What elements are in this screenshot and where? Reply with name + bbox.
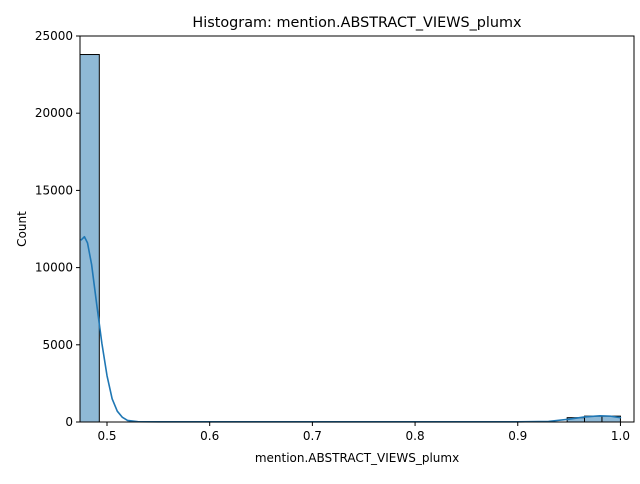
- x-tick-label: 0.8: [406, 429, 425, 443]
- x-axis-label: mention.ABSTRACT_VIEWS_plumx: [255, 451, 459, 465]
- y-axis-label: Count: [15, 211, 29, 247]
- kde-line: [80, 235, 622, 423]
- y-tick-label: 20000: [35, 106, 73, 120]
- axes-frame: [79, 35, 635, 423]
- x-tick-label: 1.0: [611, 429, 630, 443]
- y-tick-label: 15000: [35, 183, 73, 197]
- axes: 0.5 0.6 0.7 0.8 0.9 1.0 0 5000 10000 15000 20000 25…: [35, 29, 635, 443]
- y-tick-label: 5000: [42, 338, 73, 352]
- plot-area: [79, 54, 622, 423]
- y-tick-label: 25000: [35, 29, 73, 43]
- x-tick-label: 0.7: [303, 429, 322, 443]
- y-tick-label: 10000: [35, 261, 73, 275]
- x-tick-label: 0.5: [97, 429, 116, 443]
- y-tick-label: 0: [65, 415, 73, 429]
- chart-title: Histogram: mention.ABSTRACT_VIEWS_plumx: [192, 15, 522, 31]
- x-tick-label: 0.9: [508, 429, 527, 443]
- x-tick-label: 0.6: [200, 429, 219, 443]
